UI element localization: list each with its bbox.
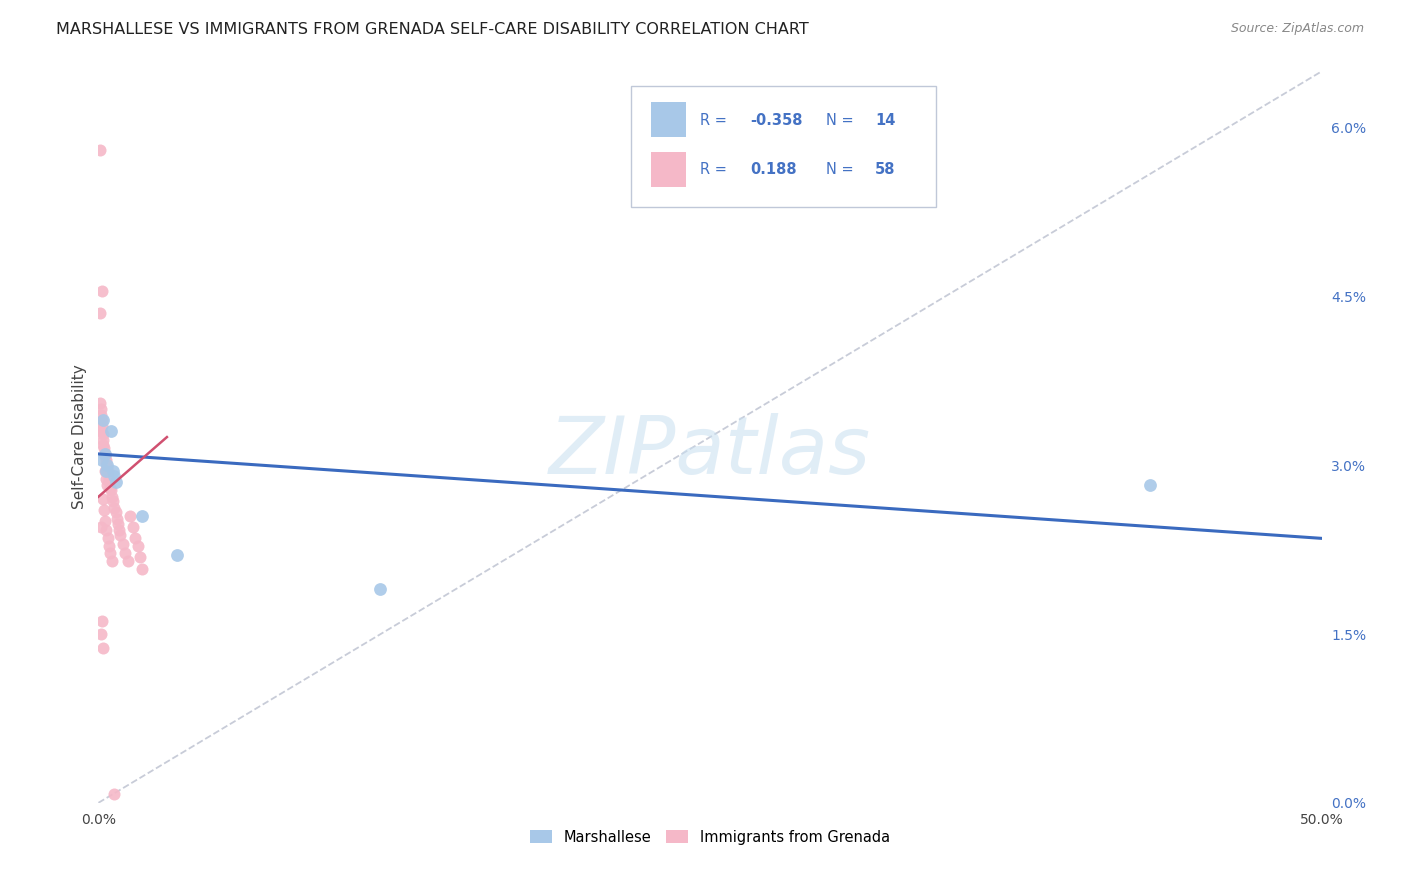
- Point: [89, 143, 111, 157]
- Point: [97, 532, 120, 546]
- Point: [114, 546, 136, 560]
- Point: [94, 449, 117, 463]
- FancyBboxPatch shape: [651, 152, 686, 187]
- Point: [124, 532, 146, 546]
- Text: ZIPatlas: ZIPatlas: [548, 413, 872, 491]
- Point: [101, 490, 124, 504]
- Point: [98, 481, 121, 495]
- Point: [89, 418, 111, 433]
- Point: [166, 548, 188, 562]
- Point: [96, 478, 118, 492]
- Point: [127, 539, 149, 553]
- Point: [103, 500, 125, 515]
- Point: [91, 284, 114, 298]
- Point: [94, 452, 117, 467]
- Point: [91, 491, 114, 506]
- Point: [90, 520, 112, 534]
- Point: [368, 582, 391, 596]
- Point: [94, 515, 117, 529]
- Point: [103, 469, 125, 483]
- Point: [104, 506, 127, 520]
- Point: [91, 438, 114, 452]
- Point: [97, 467, 120, 482]
- Point: [93, 503, 115, 517]
- Point: [93, 447, 115, 461]
- Point: [100, 425, 122, 439]
- Point: [131, 562, 153, 576]
- Point: [105, 512, 128, 526]
- Point: [90, 401, 112, 416]
- Point: [96, 524, 118, 538]
- Point: [94, 472, 117, 486]
- Text: 14: 14: [875, 113, 896, 128]
- Point: [129, 550, 152, 565]
- Point: [89, 396, 111, 410]
- Point: [89, 306, 111, 320]
- Point: [97, 539, 120, 553]
- Point: [131, 508, 153, 523]
- Point: [90, 425, 112, 439]
- Text: R =: R =: [700, 161, 731, 177]
- Text: MARSHALLESE VS IMMIGRANTS FROM GRENADA SELF-CARE DISABILITY CORRELATION CHART: MARSHALLESE VS IMMIGRANTS FROM GRENADA S…: [56, 22, 808, 37]
- Point: [91, 418, 114, 433]
- Point: [96, 460, 118, 475]
- Point: [96, 458, 118, 473]
- Point: [117, 554, 139, 568]
- Point: [91, 434, 114, 448]
- Point: [91, 614, 114, 628]
- Point: [90, 408, 112, 422]
- Point: [93, 447, 115, 461]
- FancyBboxPatch shape: [630, 86, 936, 207]
- Point: [103, 787, 125, 801]
- Point: [91, 426, 114, 441]
- Text: R =: R =: [700, 113, 731, 128]
- Point: [1139, 478, 1161, 492]
- Point: [91, 640, 114, 655]
- Point: [93, 442, 115, 456]
- Point: [107, 516, 129, 531]
- Point: [120, 508, 142, 523]
- Text: Source: ZipAtlas.com: Source: ZipAtlas.com: [1230, 22, 1364, 36]
- Point: [98, 475, 121, 489]
- Point: [101, 554, 124, 568]
- Point: [96, 456, 118, 470]
- Point: [90, 413, 112, 427]
- Point: [110, 528, 132, 542]
- Point: [94, 464, 117, 478]
- Point: [90, 627, 112, 641]
- Point: [91, 413, 114, 427]
- Y-axis label: Self-Care Disability: Self-Care Disability: [72, 365, 87, 509]
- Point: [121, 520, 143, 534]
- Point: [101, 464, 124, 478]
- Point: [101, 494, 124, 508]
- Text: N =: N =: [827, 161, 859, 177]
- Text: 0.188: 0.188: [751, 161, 797, 177]
- Point: [98, 546, 121, 560]
- Point: [108, 524, 131, 538]
- Text: -0.358: -0.358: [751, 113, 803, 128]
- Text: N =: N =: [827, 113, 859, 128]
- Point: [97, 472, 120, 486]
- Point: [104, 475, 127, 489]
- Point: [100, 483, 122, 497]
- Point: [97, 464, 120, 478]
- Point: [91, 452, 114, 467]
- FancyBboxPatch shape: [651, 102, 686, 137]
- Point: [111, 537, 134, 551]
- Legend: Marshallese, Immigrants from Grenada: Marshallese, Immigrants from Grenada: [524, 823, 896, 850]
- Point: [93, 464, 115, 478]
- Text: 58: 58: [875, 161, 896, 177]
